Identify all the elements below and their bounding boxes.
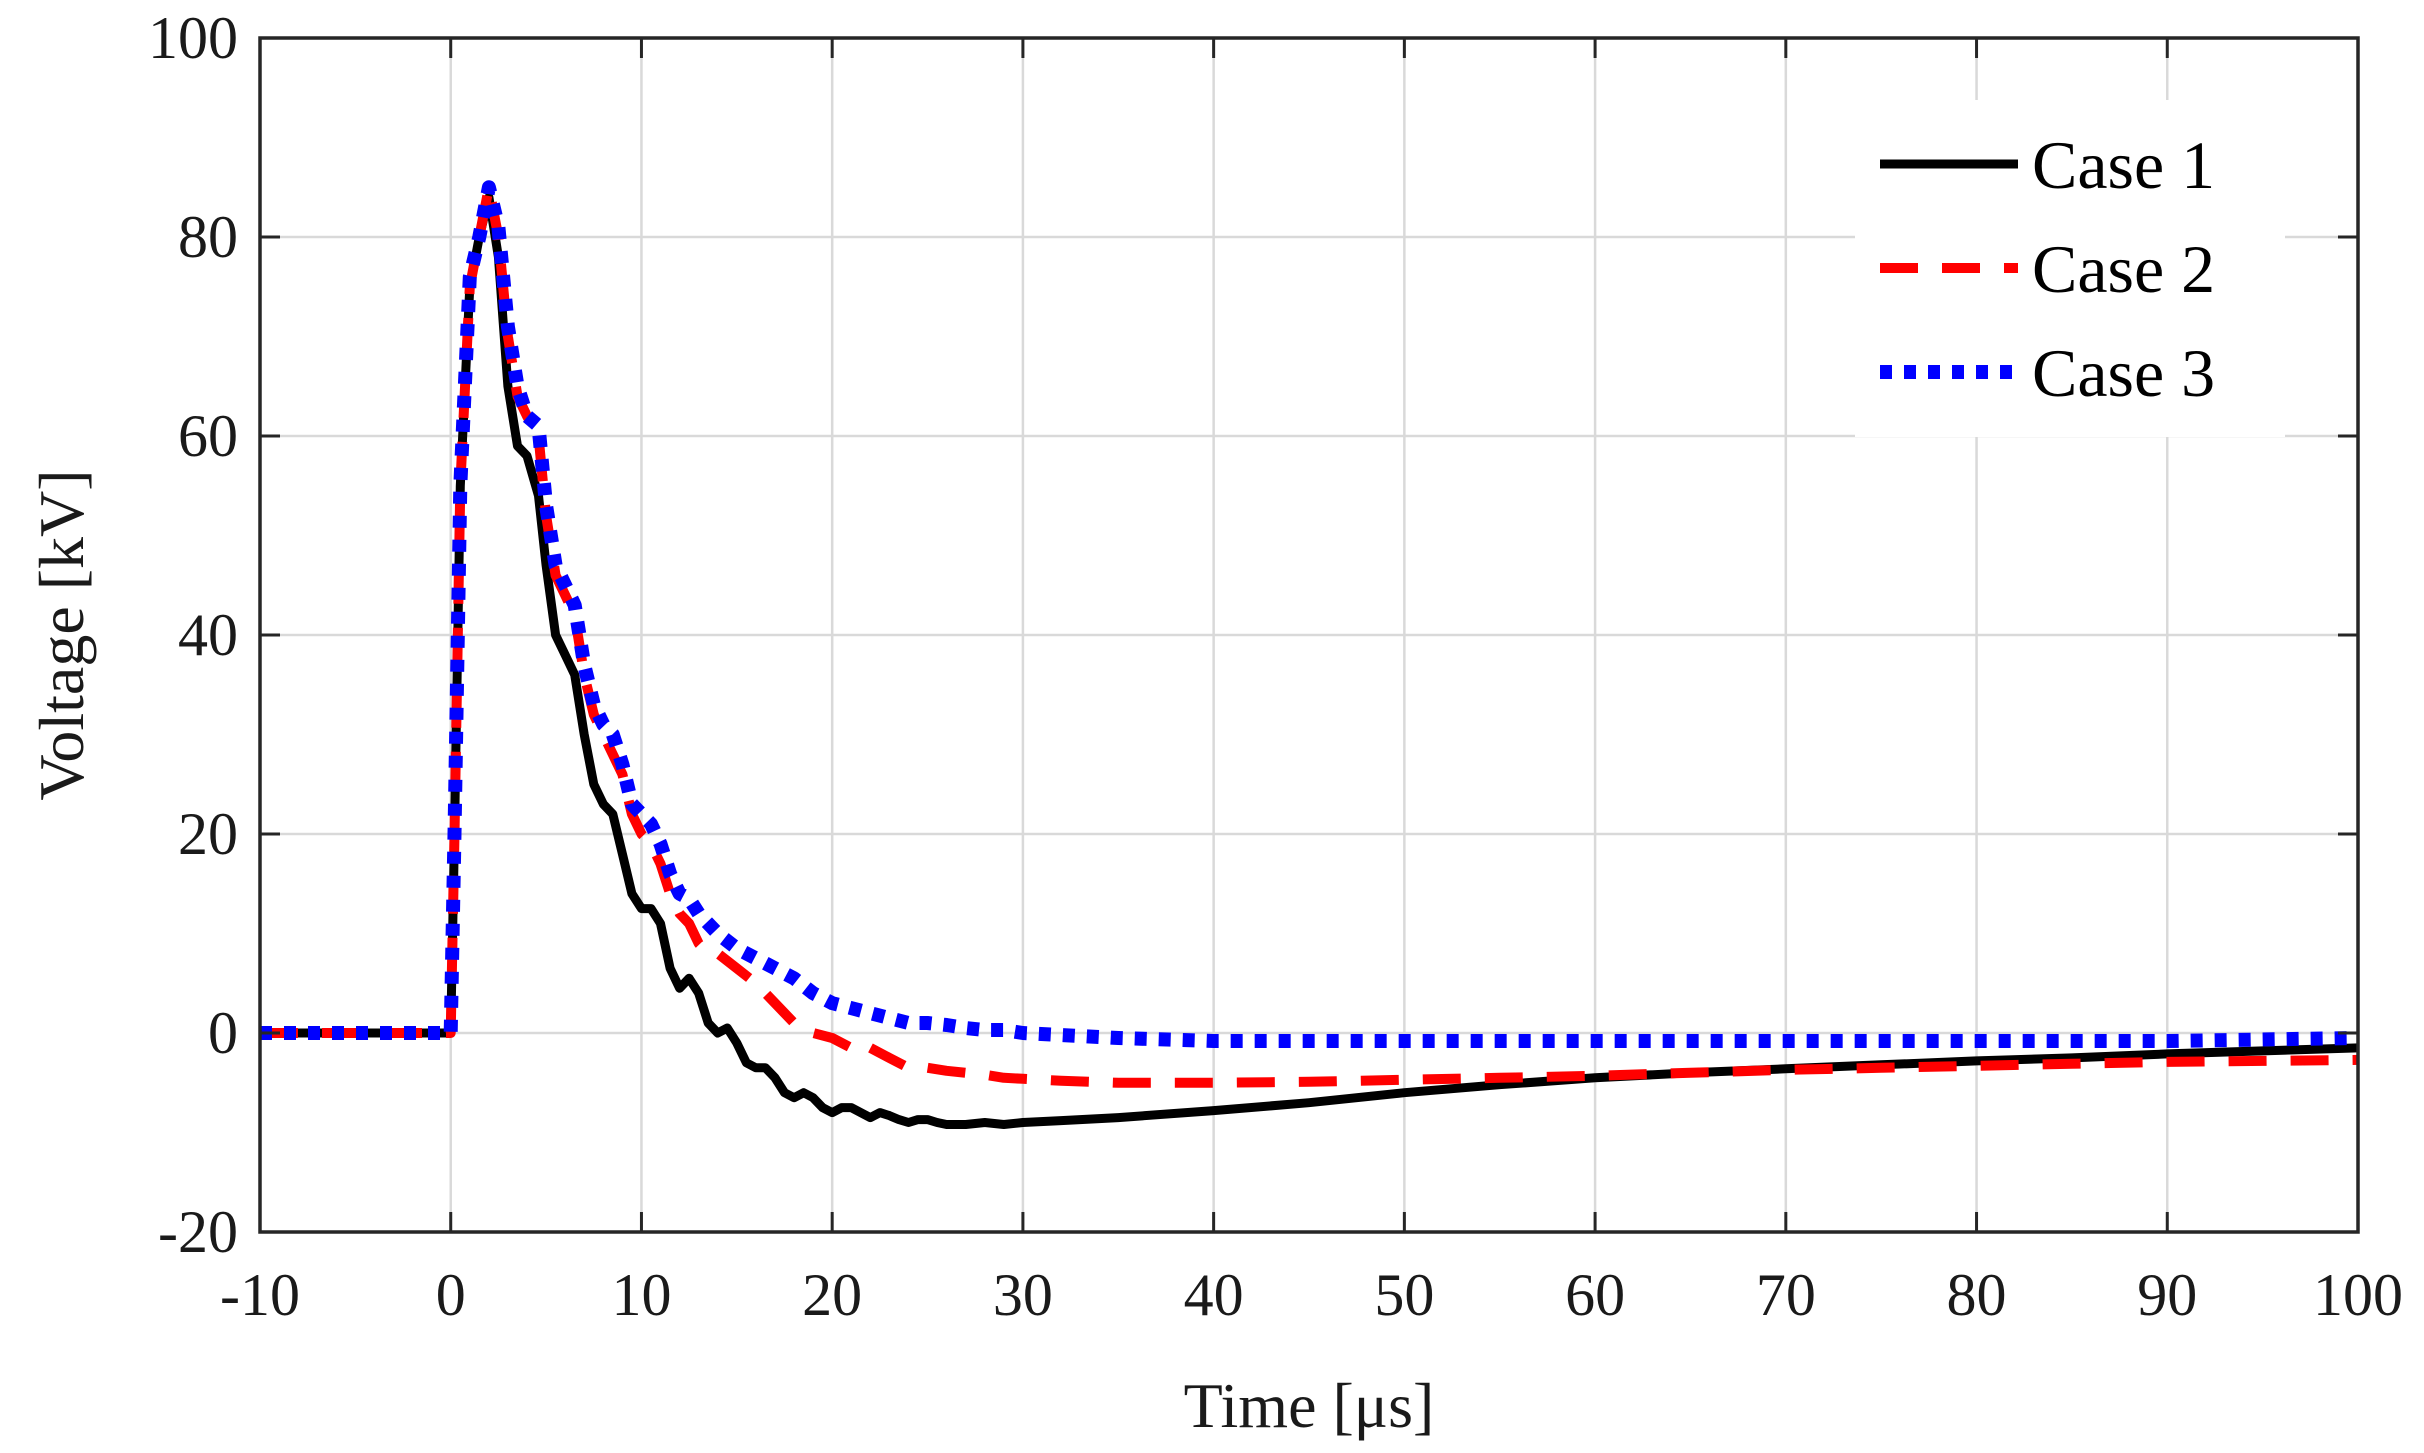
x-tick-label: 50 (1374, 1262, 1434, 1328)
x-tick-label: 70 (1756, 1262, 1816, 1328)
y-tick-label: 60 (178, 403, 238, 469)
x-tick-label: -10 (220, 1262, 300, 1328)
x-tick-label: 10 (611, 1262, 671, 1328)
y-tick-labels: -20 0 20 40 60 80 100 (148, 5, 238, 1265)
series-line-case-1 (260, 192, 2358, 1129)
y-tick-label: 40 (178, 602, 238, 668)
x-tick-label: 60 (1565, 1262, 1625, 1328)
tick-marks (258, 36, 2360, 1234)
series-line-case-2 (260, 182, 2358, 1088)
x-tick-label: 100 (2313, 1262, 2403, 1328)
x-tick-label: 20 (802, 1262, 862, 1328)
x-tick-label: 0 (436, 1262, 466, 1328)
legend: Case 1 Case 2 Case 3 (1855, 100, 2285, 437)
series-layer (260, 180, 2358, 1129)
y-tick-label: 0 (208, 1000, 238, 1066)
x-tick-label: 40 (1184, 1262, 1244, 1328)
x-tick-label: 90 (2137, 1262, 2197, 1328)
y-tick-label: -20 (158, 1199, 238, 1265)
x-axis-label: Time [μs] (1184, 1370, 1435, 1441)
x-tick-labels: -10 0 10 20 30 40 50 60 70 80 90 100 (220, 1262, 2403, 1328)
y-axis-label: Voltage [kV] (26, 469, 97, 800)
legend-label-case-1: Case 1 (2032, 127, 2215, 203)
legend-label-case-2: Case 2 (2032, 231, 2215, 307)
x-tick-label: 30 (993, 1262, 1053, 1328)
legend-label-case-3: Case 3 (2032, 335, 2215, 411)
y-tick-label: 20 (178, 801, 238, 867)
legend-box (1855, 100, 2285, 437)
x-tick-label: 80 (1947, 1262, 2007, 1328)
y-tick-label: 100 (148, 5, 238, 71)
y-tick-label: 80 (178, 204, 238, 270)
series-line-case-3 (260, 180, 2358, 1048)
